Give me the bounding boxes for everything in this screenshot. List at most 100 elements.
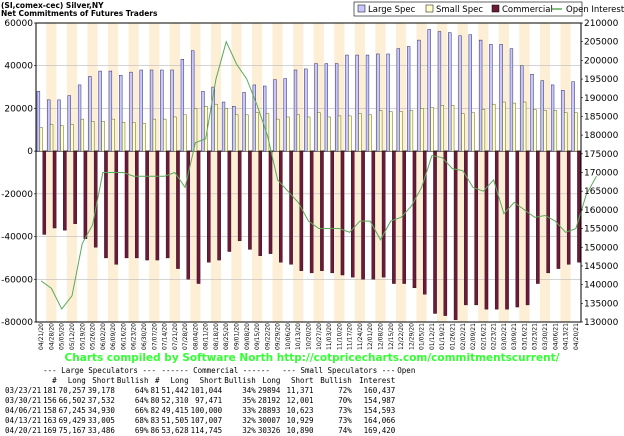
table-cell-ss-long: 29894 — [257, 386, 281, 395]
table-cell-ls-long: 67,245 — [58, 406, 86, 415]
commercial-bar — [330, 150, 334, 274]
x-tick-label: 06/09/20 — [110, 323, 117, 350]
week-stripe — [498, 23, 510, 322]
open-interest-line-layer — [40, 40, 597, 310]
commercial-bar — [566, 150, 571, 265]
commercial-bar — [320, 150, 324, 271]
small-spec-bar — [317, 112, 321, 152]
week-stripe — [303, 23, 314, 322]
x-tick-label: 09/29/20 — [275, 323, 282, 350]
small-spec-bar — [49, 124, 54, 152]
large-spec-bar — [468, 34, 472, 152]
table-group-header-row: --- Large Speculators --- ------ Commerc… — [4, 366, 416, 376]
large-spec-bar — [489, 44, 493, 152]
col-header: Long — [67, 376, 86, 385]
y-right-tick-label: 205000 — [584, 38, 619, 48]
large-spec-bar — [57, 99, 61, 152]
week-stripe — [231, 23, 242, 322]
table-cell-ls-n: 158 — [43, 406, 57, 415]
x-tick-label: 02/16/21 — [480, 323, 487, 350]
week-stripe — [354, 23, 366, 322]
small-spec-bar — [91, 121, 95, 152]
x-tick-label: 06/30/20 — [141, 323, 148, 350]
large-spec-bar — [458, 35, 462, 152]
small-spec-bar — [471, 112, 475, 152]
week-stripe — [478, 23, 489, 322]
commercial-bar — [371, 150, 376, 280]
large-spec-bar — [149, 69, 154, 152]
col-header: Short — [92, 376, 115, 385]
y-right-tick-label: 170000 — [584, 169, 619, 179]
small-spec-bar — [502, 101, 506, 152]
week-stripe — [251, 23, 263, 322]
small-spec-bar — [409, 110, 414, 152]
commercial-bar — [73, 150, 77, 224]
commercial-bar — [196, 150, 201, 284]
large-spec-bar — [386, 53, 390, 152]
commercial-bar — [248, 150, 252, 250]
table-row: 03/23/21 181 70,257 39,178 64% 81 51,442 101,04… — [4, 386, 416, 396]
col-header: Long — [170, 376, 189, 385]
commercial-bar — [155, 150, 160, 261]
small-spec-bar — [111, 118, 115, 152]
small-spec-bar — [224, 108, 229, 152]
commercial-bar — [412, 150, 417, 289]
table-cell-ss-bull: 70% — [338, 396, 352, 405]
y-left-tick-label: -60000 — [1, 275, 33, 285]
y-right-tick-label: 210000 — [584, 19, 619, 29]
large-spec-bar — [499, 44, 503, 152]
table-cell-c-n: 81 — [150, 386, 160, 395]
table-cell-ls-short: 39,178 — [87, 386, 115, 395]
large-spec-bar — [201, 91, 205, 152]
commercial-bar — [42, 150, 47, 235]
x-tick-label: 07/28/20 — [182, 323, 189, 350]
col-header: Bullish — [320, 376, 352, 385]
large-spec-bar — [160, 69, 164, 152]
x-tick-label: 05/19/20 — [79, 323, 86, 350]
commercial-bar — [443, 150, 448, 316]
week-stripe — [570, 23, 581, 322]
chart-title-line-1: (SI,comex-cec) Silver,NY — [1, 1, 104, 10]
large-spec-bar — [47, 99, 51, 152]
table-cell-c-short: 114,745 — [190, 426, 223, 435]
week-stripe — [437, 23, 448, 322]
x-tick-label: 02/09/21 — [470, 323, 477, 350]
table-cell-ss-long: 28893 — [257, 406, 281, 415]
x-tick-label: 11/17/20 — [347, 323, 354, 350]
large-spec-bar — [355, 54, 359, 152]
table-cell-c-long: 53,628 — [161, 426, 189, 435]
x-tick-label: 11/10/20 — [336, 323, 343, 350]
small-spec-bar — [60, 125, 64, 152]
large-spec-bar — [478, 39, 483, 152]
table-cell-ls-bull: 68% — [134, 416, 149, 425]
col-header: Long — [262, 376, 281, 385]
week-stripe — [293, 23, 304, 322]
table-cell-c-long: 52,310 — [161, 396, 189, 405]
x-tick-label: 04/21/20 — [38, 323, 45, 350]
commercial-bar — [556, 150, 561, 269]
week-stripe — [149, 23, 160, 322]
commercial-bar — [577, 150, 581, 263]
large-spec-bar — [180, 59, 185, 152]
table-cell-ss-short: 11,371 — [286, 386, 314, 395]
col-header: Bullish — [116, 376, 149, 385]
small-spec-group-header: --- Small Speculators --- — [282, 366, 396, 375]
week-stripe — [87, 23, 98, 322]
x-tick-label: 08/11/20 — [203, 323, 210, 350]
week-stripe — [128, 23, 139, 322]
commercial-bar — [433, 150, 437, 314]
commercial-bar — [525, 150, 530, 306]
week-stripe — [344, 23, 355, 322]
small-spec-bar — [245, 114, 249, 152]
week-stripe — [529, 23, 540, 322]
table-cell-ls-long: 75,167 — [58, 426, 86, 435]
table-cell-date: 03/23/21 — [5, 386, 42, 395]
small-spec-bar — [235, 114, 239, 152]
legend-swatch — [357, 4, 366, 13]
x-tick-label: 07/21/20 — [172, 323, 179, 350]
small-spec-bar — [327, 116, 331, 152]
large-spec-bar — [191, 50, 195, 152]
table-cell-c-bull: 32% — [242, 426, 256, 435]
x-tick-label: 09/08/20 — [244, 323, 251, 350]
week-stripe — [313, 23, 324, 322]
